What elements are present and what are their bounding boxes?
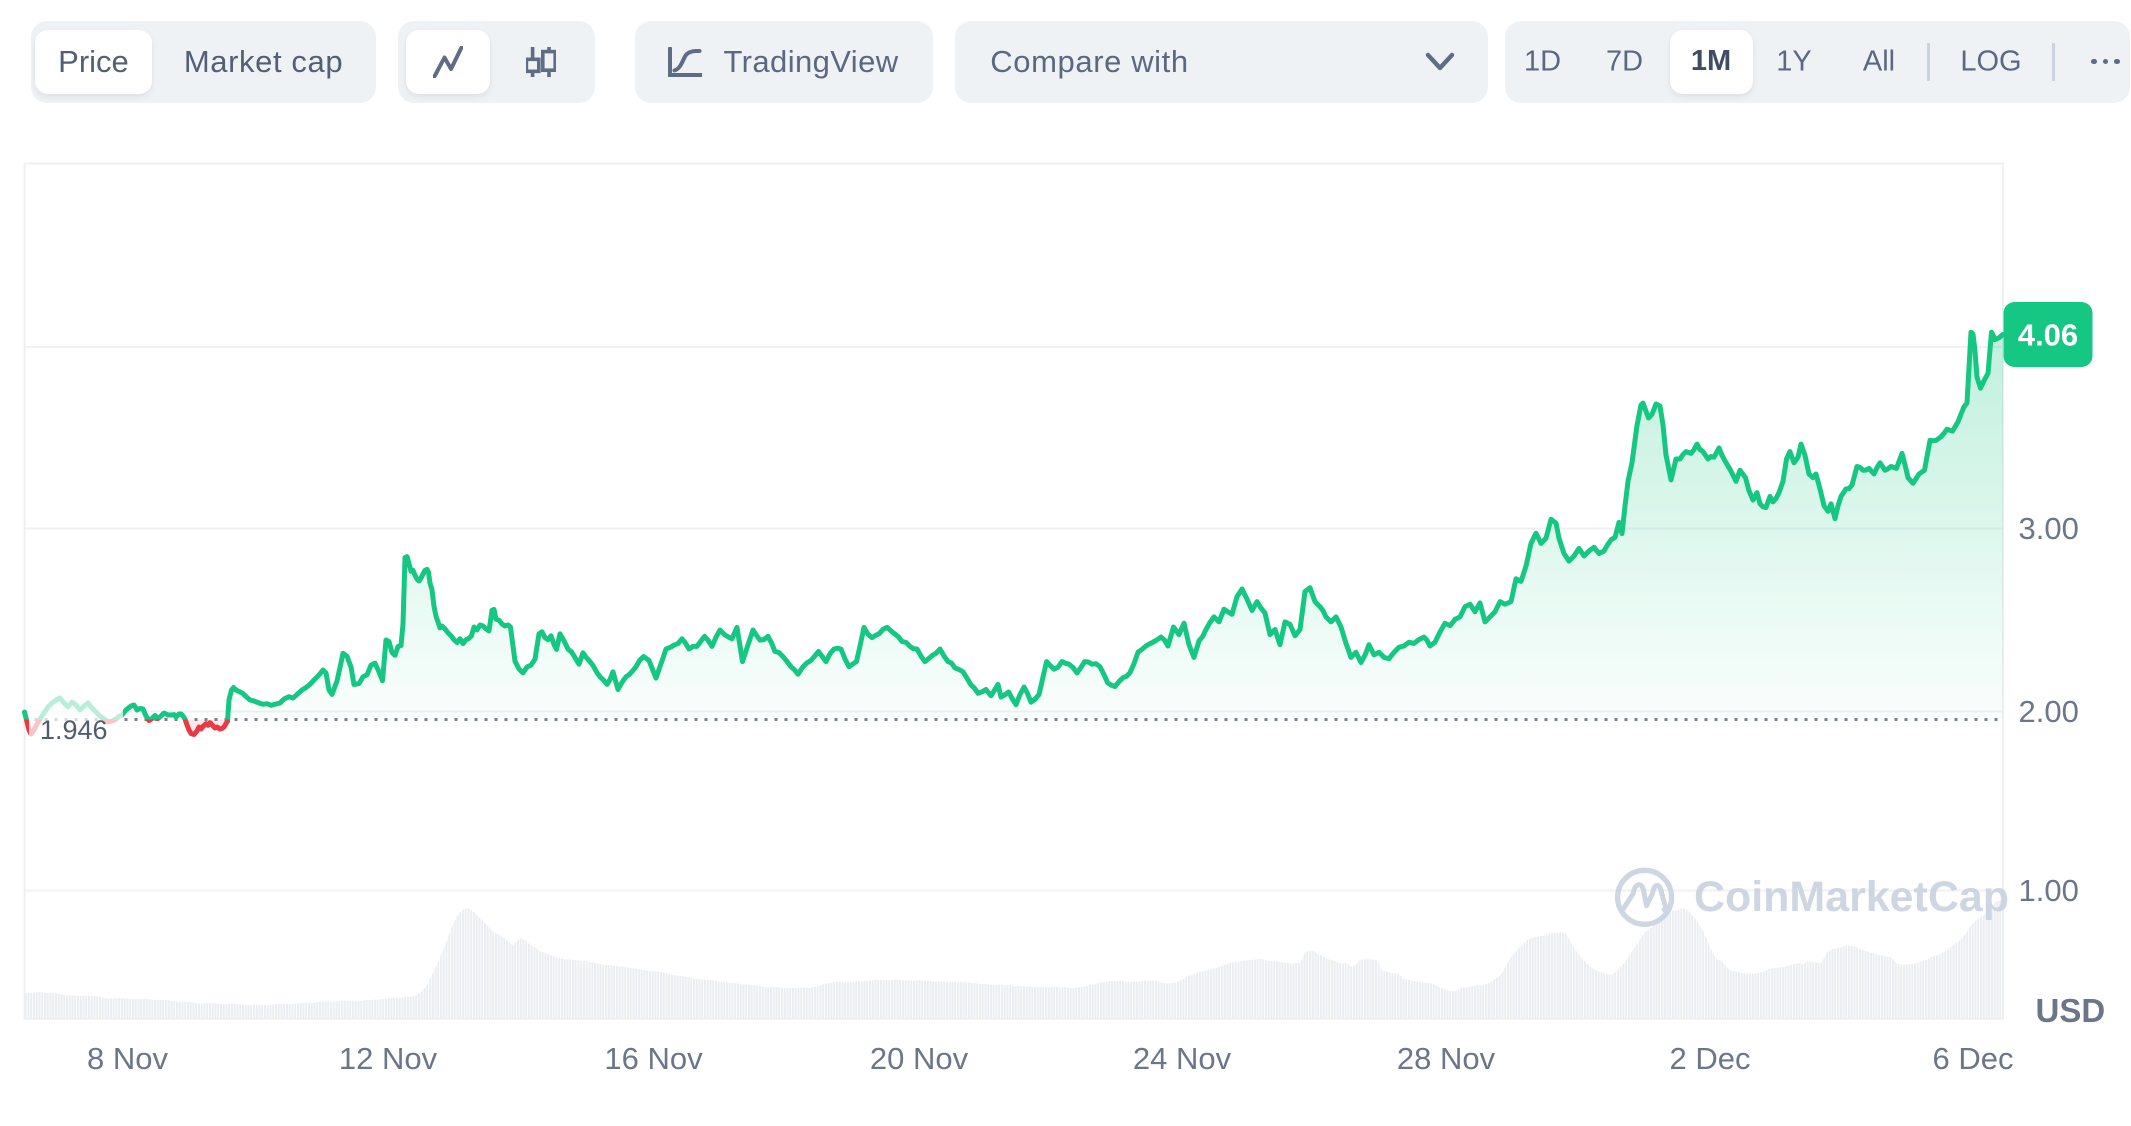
svg-text:12 Nov: 12 Nov bbox=[339, 1041, 438, 1076]
svg-text:20 Nov: 20 Nov bbox=[870, 1041, 969, 1076]
svg-text:USD: USD bbox=[2036, 992, 2106, 1029]
svg-text:CoinMarketCap: CoinMarketCap bbox=[1694, 873, 2009, 921]
svg-text:8 Nov: 8 Nov bbox=[87, 1041, 168, 1076]
svg-text:2.00: 2.00 bbox=[2019, 694, 2079, 729]
svg-text:16 Nov: 16 Nov bbox=[604, 1041, 703, 1076]
svg-text:1.946: 1.946 bbox=[40, 715, 108, 745]
svg-text:2 Dec: 2 Dec bbox=[1670, 1041, 1751, 1076]
svg-text:28 Nov: 28 Nov bbox=[1397, 1041, 1496, 1076]
svg-text:3.00: 3.00 bbox=[2019, 511, 2079, 546]
svg-text:4.06: 4.06 bbox=[2018, 318, 2078, 353]
svg-text:24 Nov: 24 Nov bbox=[1133, 1041, 1232, 1076]
svg-text:1.00: 1.00 bbox=[2019, 873, 2079, 908]
svg-text:6 Dec: 6 Dec bbox=[1933, 1041, 2014, 1076]
